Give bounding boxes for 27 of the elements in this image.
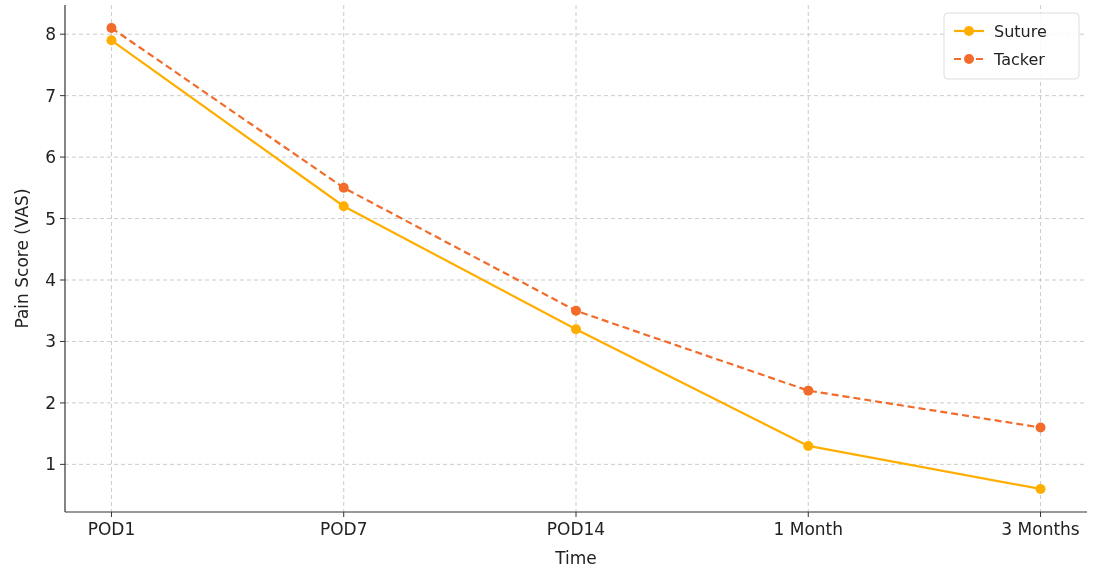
x-tick-label: POD1 [87, 519, 136, 539]
point [338, 182, 349, 193]
y-tick-label: 6 [45, 147, 56, 168]
point [1035, 422, 1046, 433]
legend-label: Suture [994, 21, 1047, 41]
legend-label: Tacker [993, 49, 1046, 69]
point [571, 305, 581, 316]
x-tick-label: 1 Month [773, 519, 844, 539]
point [571, 324, 581, 335]
point [803, 440, 814, 451]
y-tick-label: 7 [45, 85, 56, 106]
y-tick-label: 2 [45, 392, 56, 413]
y-tick-label: 8 [45, 24, 56, 45]
point [803, 385, 814, 396]
point [106, 35, 117, 46]
y-tick-label: 4 [45, 269, 56, 290]
x-tick-label: POD7 [319, 519, 368, 539]
y-axis-title: Pain Score (VAS) [12, 188, 32, 329]
x-tick-label: POD14 [546, 519, 606, 539]
point [106, 23, 117, 34]
y-tick-label: 5 [45, 208, 56, 229]
y-tick-label: 1 [45, 454, 56, 475]
point [338, 201, 349, 212]
x-tick-label: 3 Months [1001, 519, 1080, 539]
x-axis-title: Time [554, 548, 597, 568]
point [1035, 483, 1046, 494]
y-tick-label: 3 [45, 331, 56, 352]
